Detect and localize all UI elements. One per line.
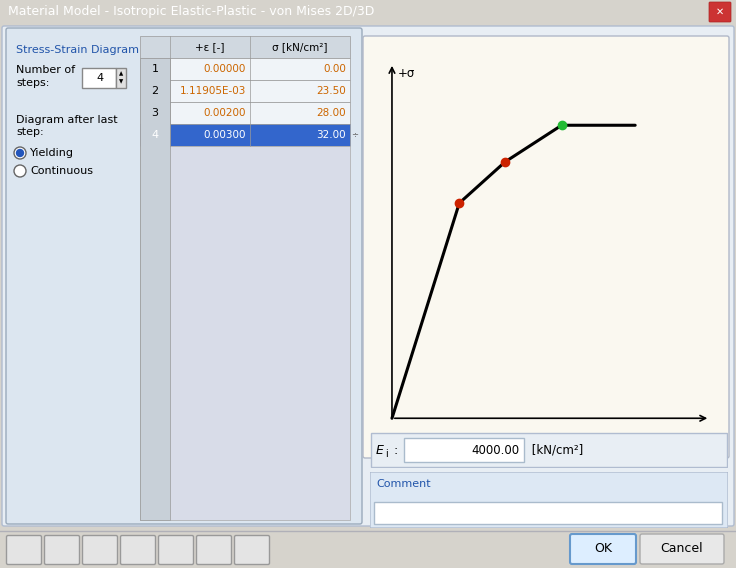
FancyBboxPatch shape <box>140 80 350 102</box>
Text: [kN/cm²]: [kN/cm²] <box>528 444 583 457</box>
FancyBboxPatch shape <box>44 536 79 565</box>
Text: 4: 4 <box>96 73 104 83</box>
FancyBboxPatch shape <box>370 472 728 528</box>
FancyBboxPatch shape <box>371 433 727 467</box>
Circle shape <box>14 165 26 177</box>
Text: Cancel: Cancel <box>661 542 704 556</box>
Text: 2: 2 <box>152 86 158 96</box>
Text: ▲: ▲ <box>119 72 123 77</box>
FancyBboxPatch shape <box>140 146 350 520</box>
Text: 4000.00: 4000.00 <box>472 444 520 457</box>
Text: step:: step: <box>16 127 43 137</box>
Text: +ε: +ε <box>690 435 707 448</box>
Text: OK: OK <box>594 542 612 556</box>
Text: +σ: +σ <box>397 66 415 80</box>
FancyBboxPatch shape <box>404 438 524 462</box>
FancyBboxPatch shape <box>140 102 350 124</box>
Text: 0.00000: 0.00000 <box>204 64 246 74</box>
FancyBboxPatch shape <box>140 58 350 80</box>
FancyBboxPatch shape <box>140 124 350 146</box>
Text: Continuous: Continuous <box>30 166 93 176</box>
Text: 1: 1 <box>152 64 158 74</box>
FancyBboxPatch shape <box>140 36 350 58</box>
FancyBboxPatch shape <box>6 28 362 524</box>
Text: σ [kN/cm²]: σ [kN/cm²] <box>272 42 328 52</box>
Text: Stress-Strain Diagram: Stress-Strain Diagram <box>16 45 139 55</box>
FancyBboxPatch shape <box>570 534 636 564</box>
FancyBboxPatch shape <box>140 58 170 520</box>
FancyBboxPatch shape <box>2 26 734 526</box>
Circle shape <box>16 149 24 157</box>
Text: +ε [-]: +ε [-] <box>195 42 224 52</box>
Circle shape <box>14 147 26 159</box>
FancyBboxPatch shape <box>363 36 729 458</box>
FancyBboxPatch shape <box>121 536 155 565</box>
Text: ▼: ▼ <box>119 80 123 85</box>
FancyBboxPatch shape <box>7 536 41 565</box>
FancyBboxPatch shape <box>235 536 269 565</box>
Text: E: E <box>376 444 384 457</box>
FancyBboxPatch shape <box>197 536 232 565</box>
Text: 3: 3 <box>152 108 158 118</box>
Text: Comment: Comment <box>376 479 431 489</box>
Text: 23.50: 23.50 <box>316 86 346 96</box>
Text: steps:: steps: <box>16 78 49 88</box>
Text: 0.00300: 0.00300 <box>203 130 246 140</box>
FancyBboxPatch shape <box>82 536 118 565</box>
Text: :: : <box>390 444 398 457</box>
Text: i: i <box>385 449 388 459</box>
Text: Yielding: Yielding <box>30 148 74 158</box>
Text: Material Model - Isotropic Elastic-Plastic - von Mises 2D/3D: Material Model - Isotropic Elastic-Plast… <box>8 6 375 19</box>
Text: ÷: ÷ <box>351 131 358 140</box>
Text: Number of: Number of <box>16 65 75 75</box>
Text: 4: 4 <box>152 130 158 140</box>
Text: 0.00: 0.00 <box>323 64 346 74</box>
FancyBboxPatch shape <box>374 502 722 524</box>
FancyBboxPatch shape <box>640 534 724 564</box>
FancyBboxPatch shape <box>158 536 194 565</box>
Text: 1.11905E-03: 1.11905E-03 <box>180 86 246 96</box>
FancyBboxPatch shape <box>709 2 731 22</box>
Text: Diagram after last: Diagram after last <box>16 115 118 125</box>
FancyBboxPatch shape <box>116 68 126 88</box>
Text: 28.00: 28.00 <box>316 108 346 118</box>
FancyBboxPatch shape <box>82 68 116 88</box>
Text: 32.00: 32.00 <box>316 130 346 140</box>
Text: ✕: ✕ <box>716 7 724 17</box>
Text: 0.00200: 0.00200 <box>203 108 246 118</box>
